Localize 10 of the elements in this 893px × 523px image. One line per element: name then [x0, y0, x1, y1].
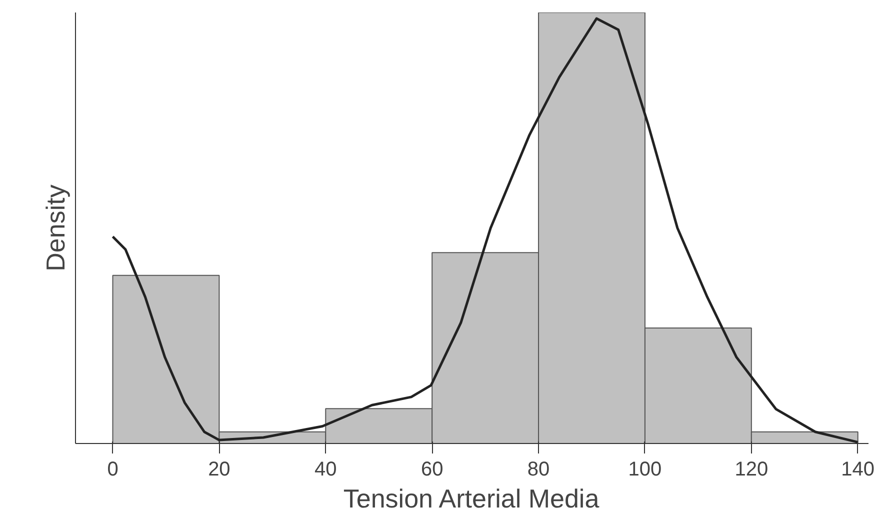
x-tick-label: 20	[208, 458, 230, 480]
y-axis-title: Density	[40, 184, 70, 272]
x-tick-label: 120	[734, 458, 768, 480]
x-tick-label: 140	[841, 458, 875, 480]
x-tick-label: 100	[628, 458, 662, 480]
x-axis-title: Tension Arterial Media	[343, 484, 600, 514]
x-tick-label: 80	[527, 458, 550, 480]
x-tick-label: 0	[107, 458, 118, 480]
x-tick-label: 60	[420, 458, 444, 480]
x-tick-label: 40	[314, 458, 337, 480]
